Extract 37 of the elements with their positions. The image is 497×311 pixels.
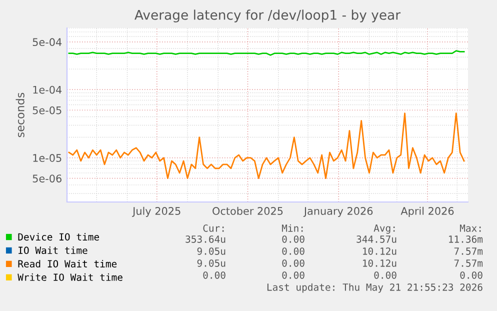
- text: 0.00: [282, 271, 304, 279]
- line-series: [68, 112, 465, 180]
- text: 0.00: [203, 271, 226, 279]
- x-tick-label: October 2025: [212, 206, 283, 215]
- legend-label: Read IO Wait time: [18, 260, 117, 268]
- text: 0.00: [282, 235, 304, 243]
- text: Cur:: [203, 224, 224, 232]
- x-tick-label: April 2026: [400, 206, 454, 217]
- text: 9.05u: [197, 259, 226, 267]
- text: Last update: Thu May 21 21:55:23 2026: [267, 283, 482, 293]
- y-tick-label: 5e-05: [32, 106, 62, 114]
- y-axis-title: seconds: [16, 92, 24, 138]
- y-tick-label: 5e-04: [32, 38, 62, 46]
- text: 7.57m: [454, 248, 483, 255]
- text: Avg:: [374, 224, 395, 234]
- text: 10.12u: [363, 247, 396, 255]
- y-tick-label: 5e-06: [32, 174, 62, 182]
- x-tick-label: January 2026: [303, 207, 373, 217]
- text: Max:: [460, 224, 481, 232]
- text: 7.57m: [454, 260, 483, 267]
- text: 353.64u: [186, 235, 226, 243]
- text: 10.12u: [363, 259, 396, 267]
- legend-label: IO Wait time: [18, 246, 88, 254]
- text: 0.00: [282, 247, 304, 255]
- legend-label: Device IO time: [18, 233, 99, 241]
- legend-label: Write IO Wait time: [18, 273, 122, 281]
- text: 0.00: [460, 271, 482, 279]
- text: 0.00: [374, 271, 396, 279]
- text: 344.57u: [356, 235, 396, 243]
- y-tick-label: 1e-05: [33, 154, 62, 162]
- text: 11.36m: [449, 235, 483, 243]
- x-tick-label: July 2025: [132, 206, 180, 217]
- y-tick-label: 1e-04: [33, 86, 62, 94]
- text: 0.00: [282, 259, 304, 267]
- text: Min:: [282, 224, 303, 232]
- chart-title: Average latency for /dev/loop1 - by year: [134, 10, 401, 22]
- text: 9.05u: [197, 247, 226, 255]
